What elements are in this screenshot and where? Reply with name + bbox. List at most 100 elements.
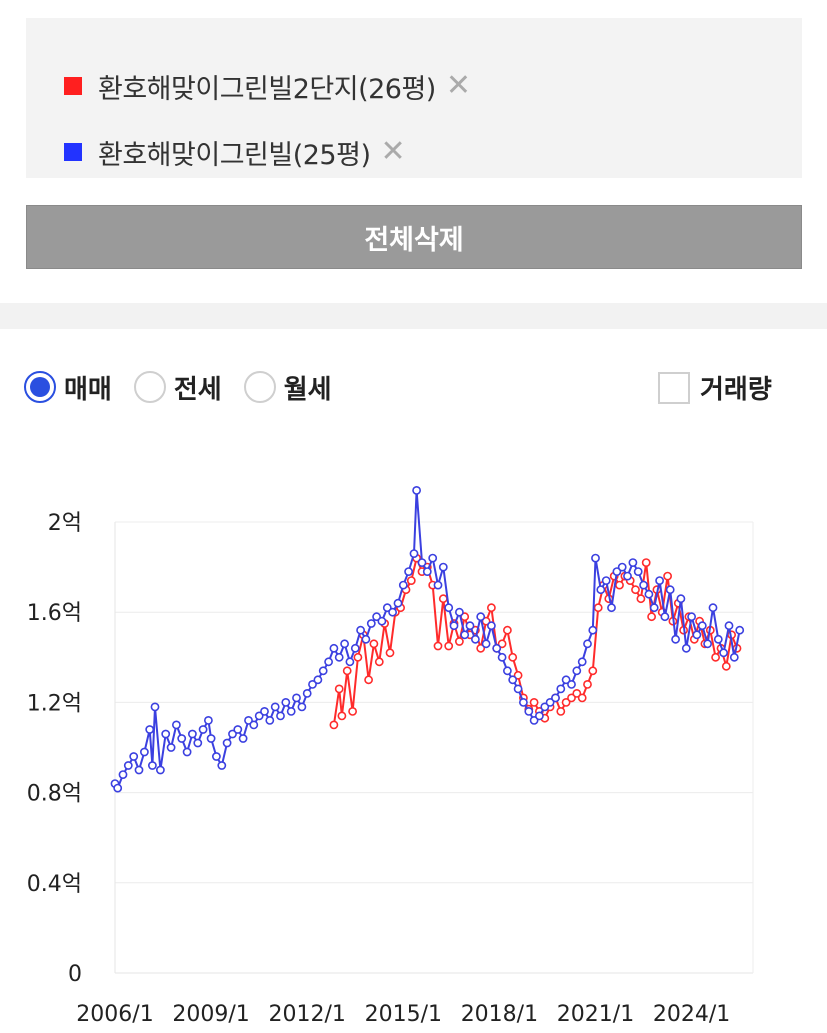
data-point[interactable] [260,706,269,716]
data-point[interactable] [502,625,512,635]
data-point[interactable] [139,747,149,757]
data-point[interactable] [276,711,285,721]
data-point[interactable] [422,567,432,576]
data-point[interactable] [649,603,659,613]
data-point[interactable] [292,693,301,703]
data-point[interactable] [177,734,187,743]
data-point[interactable] [497,639,507,649]
data-point[interactable] [182,747,192,757]
data-point[interactable] [348,706,357,716]
data-point[interactable] [334,684,344,694]
data-point[interactable] [588,666,598,676]
data-point[interactable] [123,761,133,770]
data-point[interactable] [708,603,718,613]
data-point[interactable] [671,634,680,644]
data-point[interactable] [324,657,333,667]
data-point[interactable] [697,621,707,631]
data-point[interactable] [340,639,349,649]
data-point[interactable] [476,612,486,622]
data-point[interactable] [713,634,723,644]
data-point[interactable] [382,603,392,613]
data-point[interactable] [513,670,523,680]
data-point[interactable] [577,693,587,703]
data-point[interactable] [211,752,221,761]
data-point[interactable] [388,607,397,617]
data-point[interactable] [556,706,566,716]
data-point[interactable] [374,657,384,667]
data-point[interactable] [286,706,296,716]
data-point[interactable] [561,697,571,707]
data-point[interactable] [313,675,323,685]
data-point[interactable] [596,585,606,595]
data-point[interactable] [147,761,157,770]
data-point[interactable] [353,652,363,662]
data-point[interactable] [724,621,734,631]
data-point[interactable] [497,652,507,662]
data-point[interactable] [492,643,502,653]
data-point[interactable] [583,679,592,689]
data-point[interactable] [206,734,216,743]
data-point[interactable] [369,639,379,649]
data-point[interactable] [639,580,648,590]
data-point[interactable] [556,684,566,694]
data-point[interactable] [465,621,475,631]
data-point[interactable] [364,675,373,685]
data-point[interactable] [508,652,518,662]
volume-checkbox[interactable]: 거래량 [658,369,772,406]
delete-all-button[interactable]: 전체삭제 [26,205,802,269]
data-point[interactable] [342,666,352,676]
data-point[interactable] [222,738,232,748]
data-point[interactable] [665,585,675,595]
data-point[interactable] [428,553,438,563]
data-point[interactable] [449,621,459,631]
data-point[interactable] [398,580,408,590]
data-point[interactable] [118,770,128,779]
data-point[interactable] [366,619,376,628]
data-point[interactable] [417,558,427,567]
data-point[interactable] [529,715,539,725]
data-point[interactable] [454,607,464,617]
data-point[interactable] [166,743,176,752]
data-point[interactable] [540,702,550,712]
data-point[interactable] [270,702,280,712]
data-point[interactable] [433,580,443,590]
data-point[interactable] [735,625,745,635]
data-point[interactable] [481,639,491,649]
data-point[interactable] [623,571,632,581]
data-point[interactable] [134,765,144,775]
data-point[interactable] [334,652,344,662]
data-point[interactable] [217,761,227,770]
data-point[interactable] [187,729,197,739]
data-point[interactable] [486,603,496,613]
data-point[interactable] [150,702,160,712]
data-point[interactable] [238,734,248,743]
data-point[interactable] [588,625,598,635]
data-point[interactable] [356,625,365,635]
data-point[interactable] [567,679,576,689]
data-point[interactable] [454,637,464,646]
data-point[interactable] [615,580,624,590]
data-point[interactable] [692,630,702,640]
data-point[interactable] [513,684,523,694]
data-point[interactable] [308,679,317,689]
data-point[interactable] [409,549,419,558]
data-point[interactable] [470,634,480,644]
data-point[interactable] [486,621,496,631]
data-point[interactable] [591,553,600,563]
data-point[interactable] [129,752,139,761]
close-icon[interactable]: ✕ [380,134,406,169]
data-point[interactable] [551,693,560,703]
data-point[interactable] [254,711,264,721]
data-point[interactable] [572,688,582,698]
tab-sale[interactable]: 매매 [24,369,112,406]
data-point[interactable] [607,603,616,613]
data-point[interactable] [647,612,656,622]
data-point[interactable] [687,612,696,622]
data-point[interactable] [265,715,275,725]
data-point[interactable] [350,643,360,653]
close-icon[interactable]: ✕ [445,68,471,103]
data-point[interactable] [233,725,243,734]
data-point[interactable] [281,697,291,707]
data-point[interactable] [561,675,571,685]
data-point[interactable] [633,567,643,576]
